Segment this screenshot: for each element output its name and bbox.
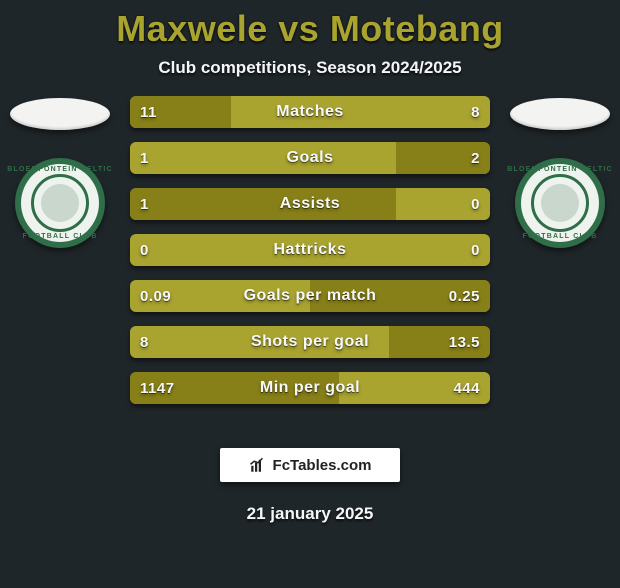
left-player-column: BLOEMFONTEIN CELTIC FOOTBALL CLUB: [0, 96, 120, 248]
comparison-stage: BLOEMFONTEIN CELTIC FOOTBALL CLUB BLOEMF…: [0, 96, 620, 426]
stat-value-right: 8: [471, 96, 480, 128]
stat-row: 0.09Goals per match0.25: [130, 280, 490, 312]
stat-row: 11Matches8: [130, 96, 490, 128]
chart-icon: [249, 456, 267, 474]
stat-label: Goals per match: [130, 280, 490, 312]
stat-label: Assists: [130, 188, 490, 220]
stat-value-right: 0.25: [449, 280, 480, 312]
right-player-avatar: [510, 98, 610, 130]
stat-label: Matches: [130, 96, 490, 128]
stat-bars: 11Matches81Goals21Assists00Hattricks00.0…: [130, 96, 490, 404]
stat-value-right: 444: [453, 372, 480, 404]
stat-value-right: 0: [471, 234, 480, 266]
stat-row: 0Hattricks0: [130, 234, 490, 266]
page-subtitle: Club competitions, Season 2024/2025: [0, 58, 620, 78]
stat-value-right: 13.5: [449, 326, 480, 358]
branding-text: FcTables.com: [273, 457, 372, 474]
footer-date: 21 january 2025: [0, 504, 620, 524]
stat-label: Min per goal: [130, 372, 490, 404]
stat-label: Hattricks: [130, 234, 490, 266]
left-player-avatar: [10, 98, 110, 130]
stat-value-right: 2: [471, 142, 480, 174]
right-player-column: BLOEMFONTEIN CELTIC FOOTBALL CLUB: [500, 96, 620, 248]
stat-row: 1Assists0: [130, 188, 490, 220]
branding-badge: FcTables.com: [220, 448, 400, 482]
page-title: Maxwele vs Motebang: [0, 8, 620, 50]
stat-row: 1147Min per goal444: [130, 372, 490, 404]
stat-value-right: 0: [471, 188, 480, 220]
stat-row: 1Goals2: [130, 142, 490, 174]
stat-row: 8Shots per goal13.5: [130, 326, 490, 358]
stat-label: Goals: [130, 142, 490, 174]
stat-label: Shots per goal: [130, 326, 490, 358]
left-club-crest: BLOEMFONTEIN CELTIC FOOTBALL CLUB: [15, 158, 105, 248]
right-club-crest: BLOEMFONTEIN CELTIC FOOTBALL CLUB: [515, 158, 605, 248]
